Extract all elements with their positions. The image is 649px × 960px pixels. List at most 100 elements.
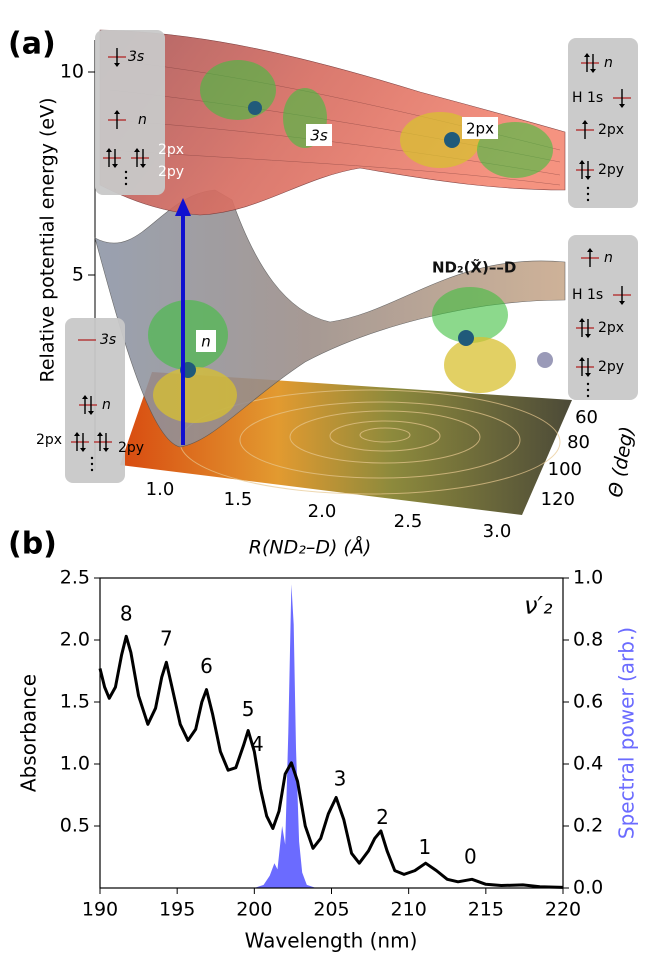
orbital-label: 3s [310,127,328,145]
x-tick-label: 195 [159,899,195,921]
spin-head [585,334,591,338]
level-box: 3s n 2px 2py [95,30,184,195]
plot-frame [99,577,564,889]
x-tick-label: 220 [545,899,581,921]
spin-head [579,318,585,322]
spin-head [103,448,109,452]
level-box: n H 1s 2px 2py [568,38,638,208]
level-label: 3s [100,332,116,348]
x-tick-label: 205 [313,899,349,921]
spin-head [114,110,120,114]
level-label: H 1s [572,90,603,106]
x-tick-label: 200 [236,899,272,921]
absorbance-line [98,634,564,889]
y-axis-label: Relative potential energy (eV) [37,98,59,383]
ellipsis-dot [90,468,94,472]
spin-head [579,160,585,164]
peak-label: 4 [251,732,264,756]
ellipsis-dot [586,186,590,190]
y-tick-label: 5 [72,264,84,286]
level-label: 3s [128,49,144,65]
label-bg [196,330,216,352]
panel-a: (a) 10 5 Relative potential energy (eV) … [8,27,639,559]
label-bg [306,124,332,146]
level-label: 2py [118,440,144,456]
ellipsis-dot [586,198,590,202]
spin-head [585,176,591,180]
level-label: 2px [598,320,624,336]
peak-label: ν′₂ [524,592,553,620]
y-tick-label: 2.0 [60,629,90,651]
peak-label: 7 [160,627,173,651]
peak-label: 1 [419,835,432,859]
x-tick-label: 3.0 [483,521,512,542]
spin-head [114,63,120,67]
ellipsis-dot [586,192,590,196]
y2-tick-label: 1.0 [573,567,603,589]
spin-head [80,448,86,452]
state-label: ND₂(Ã)––D [405,195,489,214]
x-tick-label: 215 [468,899,504,921]
orbital-label: 2px [466,120,494,138]
level-label: H 1s [572,287,603,303]
y2-axis-label: Spectral power (arb.) [615,627,639,839]
y-axis-label: Absorbance [17,674,41,792]
level-label: 2py [598,162,624,178]
peak-label: 2 [376,805,389,829]
ellipsis-dot [586,388,590,392]
level-label: 2py [158,164,184,180]
peak-label: 6 [200,654,213,678]
level-label: n [604,55,613,71]
x-tick-label: 2.5 [394,511,423,532]
y-tick-label: 1.0 [60,753,90,775]
spin-head [97,432,103,436]
panel-label: (b) [8,527,57,562]
spin-head [590,69,596,73]
theta-tick-label: 100 [548,459,582,480]
y2-tick-label: 0.4 [573,753,603,775]
x-tick-label: 1.5 [224,489,253,510]
x-tick-label: 2.0 [308,501,337,522]
peak-label: 5 [242,697,255,721]
y-tick-label: 0.5 [60,815,90,837]
peak-label: 8 [120,602,133,626]
level-label: n [138,112,147,128]
spin-head [88,411,94,415]
arrow-head [175,198,191,216]
spin-head [619,104,625,108]
theta-axis-label: Θ (deg) [604,425,638,499]
spin-head [134,148,140,152]
spin-head [82,395,88,399]
level-box: n H 1s 2px 2py [568,235,638,400]
peak-label: 3 [334,767,347,791]
label-bg [462,117,498,139]
peak-label: 0 [464,845,477,869]
panel-b: (b) Absorbance Spectral power (arb.) Wav… [8,527,639,953]
level-label: n [102,397,111,413]
ellipsis-dot [90,462,94,466]
spin-head [619,301,625,305]
y2-tick-label: 0.2 [573,815,603,837]
x-axis-label: R(ND₂–D) (Å) [249,536,371,559]
x-tick-label: 1.0 [146,479,175,500]
spin-head [74,432,80,436]
spin-head [582,120,588,124]
spin-head [140,164,146,168]
x-tick-label: 210 [391,899,427,921]
ellipsis-dot [124,176,128,180]
spin-head [585,373,591,377]
y-tick-label: 10 [60,61,84,83]
spin-head [587,248,593,252]
level-label: n [604,250,613,266]
orbital-label: n [201,333,211,351]
spin-head [579,357,585,361]
state-label: ND₂(X̃)––D [432,258,516,277]
ellipsis-dot [124,170,128,174]
level-label: 2py [598,359,624,375]
level-label: 2px [158,142,184,158]
level-label: 2px [36,432,62,448]
y-tick-label: 1.5 [60,691,90,713]
theta-tick-label: 60 [575,407,598,428]
y2-tick-label: 0.6 [573,691,603,713]
